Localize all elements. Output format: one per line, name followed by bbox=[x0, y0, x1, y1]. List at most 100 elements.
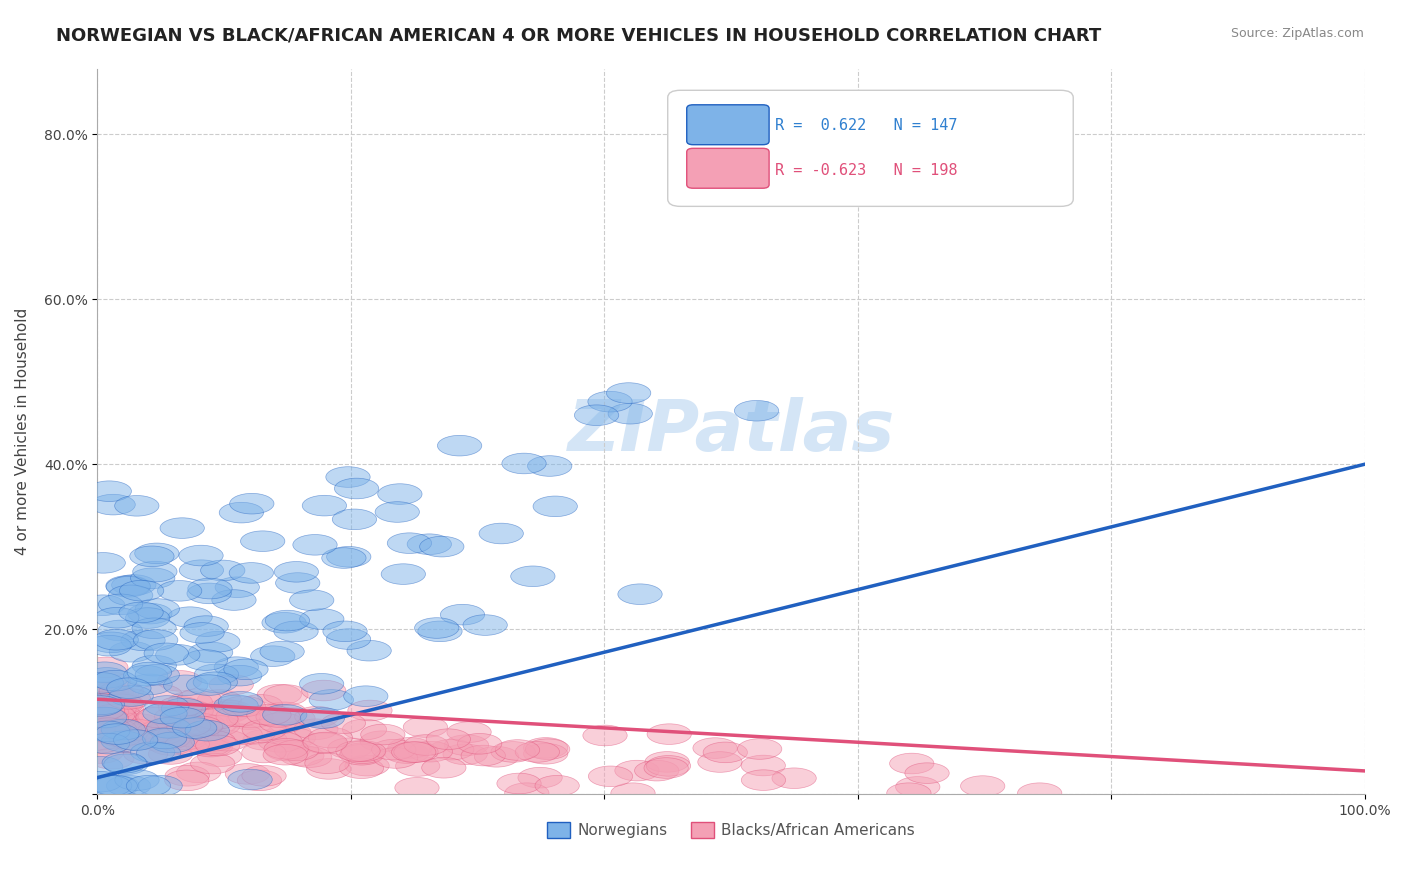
Ellipse shape bbox=[179, 560, 224, 581]
Ellipse shape bbox=[326, 467, 370, 487]
Ellipse shape bbox=[115, 720, 159, 740]
Ellipse shape bbox=[614, 760, 659, 780]
Ellipse shape bbox=[533, 496, 578, 516]
Ellipse shape bbox=[104, 754, 148, 774]
Ellipse shape bbox=[87, 481, 131, 501]
Ellipse shape bbox=[135, 665, 180, 685]
Ellipse shape bbox=[607, 403, 652, 424]
Ellipse shape bbox=[157, 671, 202, 691]
Ellipse shape bbox=[218, 724, 263, 745]
Ellipse shape bbox=[159, 697, 202, 717]
Ellipse shape bbox=[84, 707, 128, 729]
Ellipse shape bbox=[117, 714, 162, 734]
Ellipse shape bbox=[194, 708, 238, 730]
Ellipse shape bbox=[84, 681, 128, 702]
Ellipse shape bbox=[165, 765, 209, 786]
Ellipse shape bbox=[256, 706, 301, 727]
Ellipse shape bbox=[98, 694, 143, 714]
Ellipse shape bbox=[274, 561, 319, 582]
Ellipse shape bbox=[186, 721, 229, 741]
Ellipse shape bbox=[194, 664, 239, 685]
Ellipse shape bbox=[243, 730, 287, 750]
Ellipse shape bbox=[157, 581, 202, 601]
FancyBboxPatch shape bbox=[668, 90, 1073, 206]
Ellipse shape bbox=[96, 717, 139, 738]
Ellipse shape bbox=[173, 718, 217, 739]
Ellipse shape bbox=[112, 724, 157, 745]
Ellipse shape bbox=[693, 738, 737, 758]
Ellipse shape bbox=[188, 736, 233, 757]
Ellipse shape bbox=[299, 608, 344, 630]
Ellipse shape bbox=[224, 659, 269, 680]
Ellipse shape bbox=[305, 753, 349, 773]
Ellipse shape bbox=[169, 701, 214, 722]
Ellipse shape bbox=[79, 756, 122, 777]
Ellipse shape bbox=[335, 478, 378, 499]
Ellipse shape bbox=[195, 632, 240, 652]
Ellipse shape bbox=[418, 621, 463, 641]
Ellipse shape bbox=[404, 717, 447, 738]
Ellipse shape bbox=[304, 732, 347, 753]
Ellipse shape bbox=[181, 731, 226, 751]
Ellipse shape bbox=[238, 770, 281, 790]
Ellipse shape bbox=[136, 743, 181, 764]
Ellipse shape bbox=[197, 746, 242, 766]
Ellipse shape bbox=[388, 738, 432, 758]
Ellipse shape bbox=[415, 617, 458, 639]
Ellipse shape bbox=[141, 719, 186, 739]
Ellipse shape bbox=[323, 621, 367, 641]
Ellipse shape bbox=[238, 695, 283, 715]
Ellipse shape bbox=[150, 732, 194, 753]
Ellipse shape bbox=[163, 719, 208, 739]
Ellipse shape bbox=[240, 531, 285, 551]
Ellipse shape bbox=[100, 681, 143, 701]
Ellipse shape bbox=[94, 630, 138, 650]
Ellipse shape bbox=[505, 783, 548, 804]
Ellipse shape bbox=[617, 584, 662, 605]
Ellipse shape bbox=[408, 534, 451, 555]
Ellipse shape bbox=[131, 742, 174, 763]
Ellipse shape bbox=[229, 563, 274, 583]
Ellipse shape bbox=[527, 456, 572, 476]
Ellipse shape bbox=[276, 573, 321, 593]
Ellipse shape bbox=[523, 738, 568, 758]
Ellipse shape bbox=[274, 740, 319, 761]
Ellipse shape bbox=[301, 681, 346, 701]
Ellipse shape bbox=[191, 753, 235, 774]
Ellipse shape bbox=[647, 756, 690, 776]
Ellipse shape bbox=[308, 727, 353, 747]
Ellipse shape bbox=[86, 721, 129, 741]
Ellipse shape bbox=[361, 724, 405, 745]
Ellipse shape bbox=[292, 534, 337, 555]
Ellipse shape bbox=[195, 735, 240, 756]
Ellipse shape bbox=[94, 723, 139, 745]
Ellipse shape bbox=[734, 401, 779, 421]
Ellipse shape bbox=[322, 548, 366, 568]
Ellipse shape bbox=[246, 705, 291, 725]
Ellipse shape bbox=[495, 739, 540, 760]
Ellipse shape bbox=[149, 728, 193, 748]
Ellipse shape bbox=[344, 756, 389, 776]
Ellipse shape bbox=[77, 696, 122, 716]
Ellipse shape bbox=[84, 701, 128, 723]
Ellipse shape bbox=[437, 435, 482, 456]
Ellipse shape bbox=[342, 719, 387, 739]
Ellipse shape bbox=[180, 623, 224, 643]
Ellipse shape bbox=[419, 536, 464, 557]
Ellipse shape bbox=[461, 745, 505, 766]
Ellipse shape bbox=[101, 731, 145, 752]
Ellipse shape bbox=[87, 635, 131, 656]
Ellipse shape bbox=[100, 698, 143, 718]
Ellipse shape bbox=[108, 585, 153, 606]
Ellipse shape bbox=[84, 681, 128, 702]
Ellipse shape bbox=[645, 752, 689, 772]
Ellipse shape bbox=[98, 594, 143, 615]
Ellipse shape bbox=[96, 775, 139, 796]
Ellipse shape bbox=[169, 691, 212, 712]
Ellipse shape bbox=[186, 736, 231, 756]
Ellipse shape bbox=[336, 741, 380, 762]
Ellipse shape bbox=[422, 757, 465, 778]
Ellipse shape bbox=[347, 700, 392, 721]
Ellipse shape bbox=[160, 517, 204, 539]
Ellipse shape bbox=[183, 649, 228, 671]
